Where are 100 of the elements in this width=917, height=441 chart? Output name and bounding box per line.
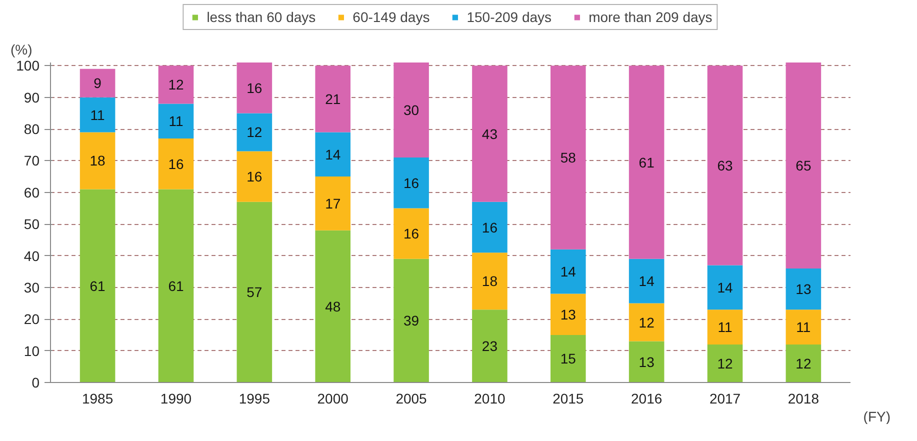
data-label: 11	[168, 113, 184, 130]
bar	[628, 341, 664, 382]
y-tick-label: 50	[24, 216, 40, 232]
data-label: 18	[482, 273, 498, 290]
data-label: 11	[90, 106, 106, 123]
bar	[158, 66, 194, 104]
data-label: 15	[560, 350, 576, 367]
bar	[628, 303, 664, 342]
data-label: 61	[638, 154, 655, 170]
y-tick-label: 40	[24, 248, 40, 264]
data-label: 39	[404, 312, 420, 329]
bar	[550, 249, 586, 294]
bar	[236, 151, 272, 202]
bar	[472, 202, 508, 253]
x-tick-label: 2000	[317, 390, 349, 406]
y-tick-label: 20	[24, 311, 40, 328]
data-label: 13	[796, 281, 812, 298]
bar	[628, 258, 664, 304]
data-label: 18	[90, 152, 106, 169]
bar	[707, 344, 743, 382]
bar	[80, 97, 116, 132]
bar	[158, 104, 194, 139]
data-label: 11	[796, 319, 811, 336]
bar	[80, 189, 116, 382]
data-label: 16	[246, 80, 262, 96]
y-tick-label: 100	[16, 58, 40, 74]
y-tick-label: 30	[24, 279, 40, 296]
data-label: 14	[638, 273, 655, 290]
data-label: 57	[246, 284, 262, 300]
y-axis-title: (%)	[10, 42, 32, 58]
y-tick-label: 60	[24, 184, 40, 200]
data-label: 16	[246, 168, 262, 185]
data-label: 12	[796, 355, 812, 372]
legend-label: 150-209 days	[466, 9, 552, 25]
x-tick-label: 2018	[788, 390, 820, 406]
bar	[786, 268, 822, 310]
x-tick-label: 2010	[474, 390, 506, 406]
data-label: 12	[717, 355, 734, 372]
data-label: 16	[404, 174, 420, 191]
data-label: 12	[168, 76, 184, 93]
bar	[786, 62, 822, 268]
data-label: 21	[325, 90, 341, 107]
data-label: 14	[560, 264, 576, 280]
bar	[236, 62, 272, 114]
legend-label: more than 209 days	[588, 9, 712, 25]
data-label: 14	[325, 146, 341, 162]
bar	[394, 158, 429, 208]
data-label: 16	[404, 226, 420, 242]
data-label: 12	[638, 314, 655, 330]
bar	[472, 252, 508, 310]
bar	[786, 344, 822, 382]
bar	[472, 310, 508, 382]
data-label: 11	[718, 319, 732, 336]
data-label: 13	[560, 306, 576, 322]
bar	[394, 62, 429, 158]
bar	[707, 310, 743, 344]
bar	[472, 66, 508, 202]
data-label: 63	[717, 157, 734, 174]
bar	[315, 230, 350, 382]
bar	[550, 66, 586, 250]
data-label: 16	[482, 219, 498, 236]
data-label: 30	[404, 102, 420, 118]
bar	[786, 310, 822, 344]
bar	[236, 113, 272, 152]
bar	[707, 265, 743, 310]
y-tick-label: 0	[32, 374, 40, 390]
x-tick-label: 2016	[631, 390, 662, 406]
y-tick-label: 90	[24, 89, 40, 106]
bar	[236, 202, 272, 382]
data-label: 9	[94, 75, 102, 92]
bar	[550, 334, 586, 382]
bar	[394, 208, 429, 259]
bar	[628, 66, 664, 259]
data-label: 61	[168, 278, 184, 294]
x-tick-label: 1995	[238, 390, 270, 406]
bar	[707, 66, 743, 266]
data-label: 23	[482, 338, 498, 354]
y-tick-label: 70	[24, 152, 40, 169]
data-label: 61	[90, 278, 106, 294]
x-tick-label: 1985	[82, 390, 114, 406]
bar	[394, 258, 429, 382]
bar	[315, 176, 350, 230]
x-tick-label: 2005	[396, 390, 428, 406]
data-label: 13	[638, 354, 655, 370]
data-label: 14	[717, 279, 734, 296]
y-tick-label: 10	[24, 342, 40, 359]
data-label: 43	[482, 126, 498, 142]
y-tick-label: 80	[24, 121, 40, 138]
bar	[550, 294, 586, 335]
legend-label: less than 60 days	[206, 9, 316, 25]
x-tick-label: 2017	[709, 390, 741, 406]
bar	[315, 66, 350, 132]
bar	[80, 68, 116, 98]
bar	[158, 189, 194, 382]
x-tick-label: 1990	[160, 390, 192, 406]
data-label: 17	[325, 195, 341, 212]
data-label: 65	[796, 157, 812, 174]
legend-label: 60-149 days	[352, 9, 430, 25]
data-label: 48	[325, 298, 341, 314]
x-tick-label: 2015	[552, 390, 584, 406]
